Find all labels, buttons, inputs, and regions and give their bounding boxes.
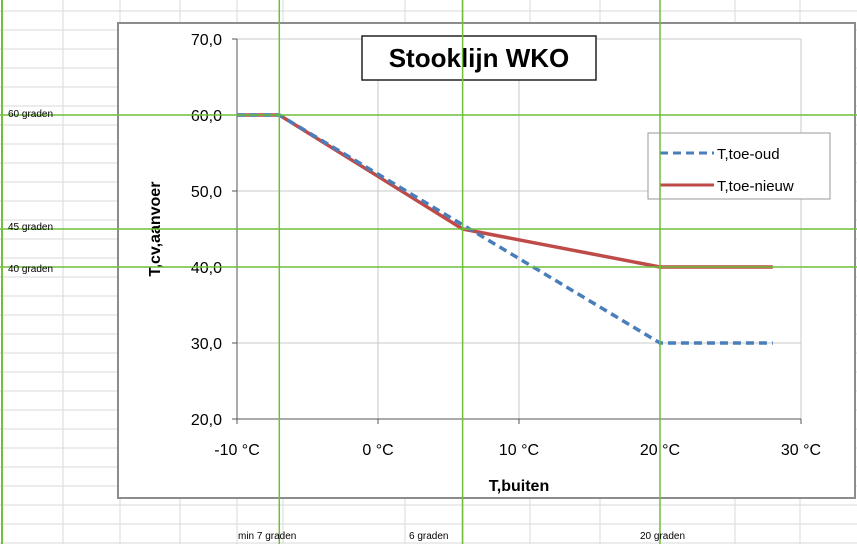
x-tick-label: 0 °C [362,442,393,459]
col-label-20-graden: 20 graden [640,531,686,542]
chart-title-text: Stooklijn WKO [389,43,570,73]
y-tick-label: 30,0 [191,336,222,353]
legend-label-old: T,toe-oud [717,146,780,163]
x-tick-label: 10 °C [499,442,539,459]
chart-title: Stooklijn WKO [361,35,597,81]
chart-border [117,22,856,499]
x-axis-ticks: -10 °C 0 °C 10 °C 20 °C 30 °C [214,442,821,459]
chart-area: 20,0 30,0 40,0 50,0 60,0 70,0 -10 °C 0 °C 10 °C… [117,22,856,499]
y-axis-ticks: 20,0 30,0 40,0 50,0 60,0 70,0 [191,32,222,429]
col-label-min-7-graden: min 7 graden [238,531,297,542]
x-axis-title: T,buiten [489,478,549,495]
y-tick-label: 60,0 [191,108,222,125]
chart-title-box [361,35,597,81]
row-label-45-graden: 45 graden [8,222,54,233]
row-label-60-graden: 60 graden [8,109,54,120]
y-tick-label: 50,0 [191,184,222,201]
y-tick-label: 40,0 [191,260,222,277]
legend-box [647,132,831,200]
col-label-6-graden: 6 graden [409,531,449,542]
y-tick-label: 20,0 [191,412,222,429]
x-tick-label: -10 °C [214,442,260,459]
legend: T,toe-oud T,toe-nieuw [647,132,831,200]
x-tick-label: 30 °C [781,442,821,459]
row-label-40-graden: 40 graden [8,264,54,275]
y-tick-label: 70,0 [191,32,222,49]
legend-label-new: T,toe-nieuw [717,178,794,195]
